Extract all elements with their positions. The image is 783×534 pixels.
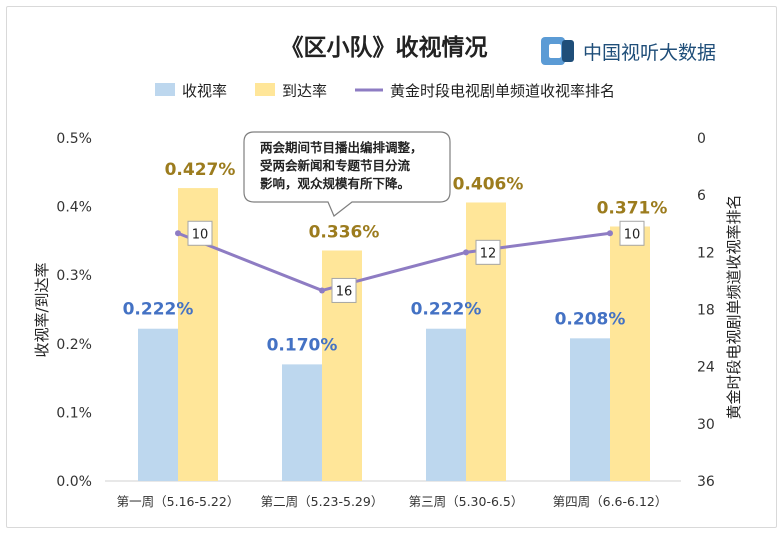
- bar-viewing-rate: [570, 338, 610, 481]
- callout-line-1: 两会期间节目播出编排调整，: [260, 140, 423, 155]
- y2-tick-label: 30: [697, 417, 715, 433]
- bars: [138, 188, 650, 481]
- bar-viewing-rate: [426, 328, 466, 481]
- brand-logo-icon-inner: [549, 44, 561, 58]
- rank-line: [177, 231, 611, 293]
- callout-line-3: 影响，观众规模有所下降。: [260, 176, 410, 191]
- callout-line-2: 受两会新闻和专题节目分流: [260, 158, 411, 173]
- rank-label: 12: [480, 246, 497, 261]
- y2-tick-label: 12: [697, 245, 715, 261]
- category-labels: 第一周（5.16-5.22） 第二周（5.23-5.29） 第三周（5.30-6.5…: [117, 494, 668, 509]
- y2-tick-label: 24: [697, 360, 715, 376]
- callout: 两会期间节目播出编排调整， 受两会新闻和专题节目分流 影响，观众规模有所下降。: [243, 131, 451, 217]
- bar-data-labels: 0.222% 0.427% 0.170% 0.336% 0.222% 0.406% 0.20…: [123, 160, 668, 355]
- y-tick-label: 0.0%: [56, 474, 92, 490]
- data-label-reach-rate: 0.406%: [453, 174, 524, 194]
- y-tick-label: 0.2%: [56, 337, 92, 353]
- rank-line-series: 10 16 12 10: [175, 220, 645, 303]
- rank-label: 16: [336, 284, 353, 299]
- y-axis-ticks: 0.0% 0.1% 0.2% 0.3% 0.4% 0.5%: [56, 131, 92, 490]
- rank-point: [607, 230, 613, 237]
- chart-title: 《区小队》收视情况: [281, 34, 488, 61]
- y-tick-label: 0.1%: [56, 405, 92, 421]
- rank-label-box: [187, 220, 213, 246]
- rank-label-box: [619, 220, 645, 246]
- legend-label-reach-rate: 到达率: [282, 82, 327, 100]
- y-axis-title: 收视率/到达率: [33, 262, 51, 357]
- data-label-viewing-rate: 0.208%: [555, 309, 626, 329]
- legend-swatch-viewing-rate: [155, 83, 175, 96]
- rank-label: 10: [192, 227, 209, 242]
- data-label-viewing-rate: 0.170%: [267, 335, 338, 355]
- category-label: 第四周（6.6-6.12）: [553, 494, 668, 509]
- legend: 收视率 到达率 黄金时段电视剧单频道收视率排名: [155, 82, 615, 100]
- y2-tick-label: 18: [697, 303, 715, 319]
- brand-name: 中国视听大数据: [583, 42, 716, 64]
- rank-point: [175, 230, 181, 237]
- chart-frame: [6, 6, 777, 528]
- y2-axis-title: 黄金时段电视剧单频道收视率排名: [725, 194, 743, 419]
- rank-point: [319, 287, 325, 294]
- data-label-reach-rate: 0.427%: [165, 160, 236, 180]
- legend-label-rank: 黄金时段电视剧单频道收视率排名: [390, 82, 615, 100]
- legend-label-viewing-rate: 收视率: [182, 82, 227, 100]
- data-label-viewing-rate: 0.222%: [411, 300, 482, 320]
- bar-viewing-rate: [138, 328, 178, 481]
- rank-point: [463, 249, 469, 256]
- y2-tick-label: 36: [697, 474, 715, 490]
- category-label: 第二周（5.23-5.29）: [261, 494, 384, 509]
- y-tick-label: 0.3%: [56, 268, 92, 284]
- y2-tick-label: 0: [697, 131, 706, 147]
- category-label: 第三周（5.30-6.5）: [409, 494, 524, 509]
- data-label-reach-rate: 0.336%: [309, 223, 380, 243]
- rank-label-box: [475, 239, 501, 265]
- bar-viewing-rate: [282, 364, 322, 481]
- y-tick-label: 0.5%: [56, 131, 92, 147]
- y2-axis-ticks: 0 6 12 18 24 30 36: [697, 131, 715, 490]
- y-tick-label: 0.4%: [56, 200, 92, 216]
- brand-logo: 中国视听大数据: [541, 37, 716, 65]
- rank-label-box: [331, 277, 357, 303]
- data-label-viewing-rate: 0.222%: [123, 300, 194, 320]
- bar-reach-rate: [610, 226, 650, 481]
- brand-logo-icon-accent: [562, 40, 574, 62]
- legend-swatch-reach-rate: [255, 83, 275, 96]
- category-label: 第一周（5.16-5.22）: [117, 494, 240, 509]
- rank-label: 10: [624, 227, 641, 242]
- callout-bubble: [243, 131, 451, 217]
- data-label-reach-rate: 0.371%: [597, 198, 668, 218]
- y2-tick-label: 6: [697, 188, 706, 204]
